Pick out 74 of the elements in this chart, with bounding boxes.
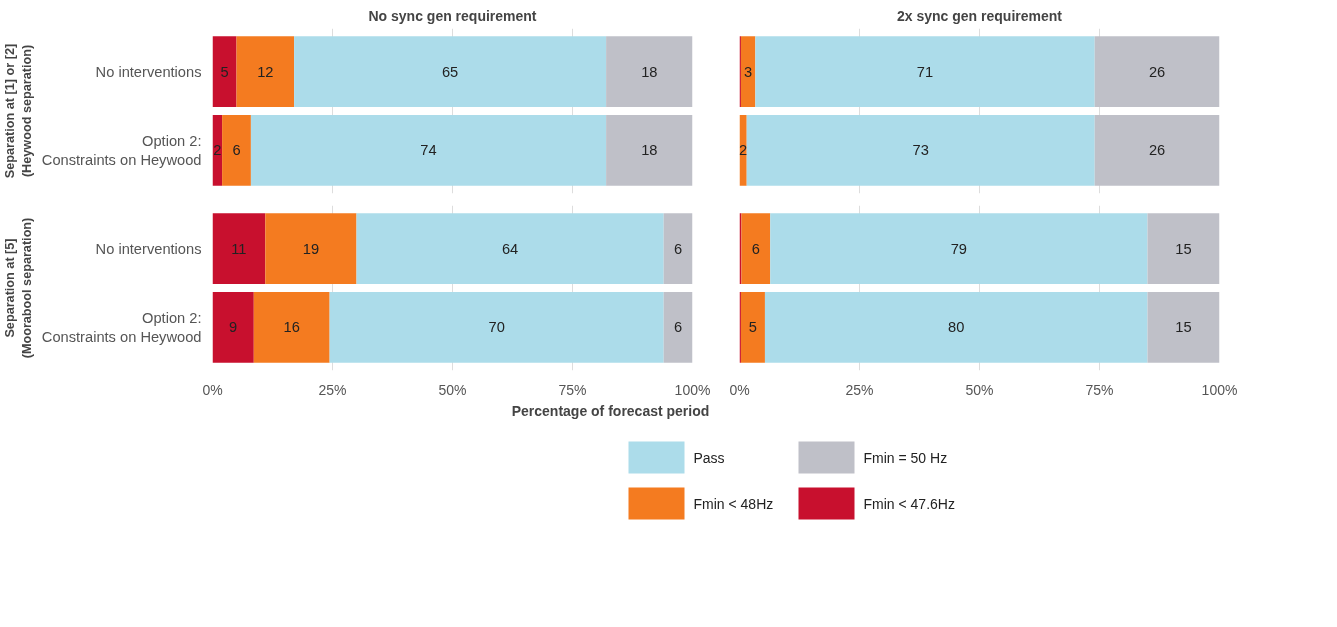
bar: [250, 114, 607, 186]
y-tick-label: No interventions: [95, 63, 202, 80]
data-label: 26: [1148, 63, 1166, 80]
bar: [1147, 291, 1220, 363]
bar: [663, 213, 693, 285]
x-tick-label: 75%: [1085, 381, 1114, 398]
bar: [741, 213, 771, 285]
bar: [1094, 36, 1220, 108]
data-label: 70: [488, 319, 505, 336]
bar: [663, 291, 693, 363]
x-tick-label: 50%: [965, 381, 994, 398]
data-label: 65: [441, 63, 459, 80]
bar: [606, 114, 693, 186]
x-tick-label: 0%: [729, 381, 750, 398]
data-label: 18: [641, 63, 658, 80]
data-label: 11: [231, 240, 247, 257]
bar: [294, 36, 607, 108]
x-tick-label: 100%: [1201, 381, 1238, 398]
data-label: 18: [641, 142, 658, 159]
bar: [253, 291, 330, 363]
bar: [265, 213, 357, 285]
data-label: 64: [501, 240, 519, 257]
x-tick-label: 100%: [674, 381, 711, 398]
data-label: 5: [748, 319, 758, 336]
y-axis-title: Separation at [1] or [2] (Heywood separation): [3, 43, 34, 179]
data-label: 19: [302, 240, 320, 257]
x-tick-label: 25%: [318, 381, 347, 398]
data-label: 15: [1175, 240, 1192, 257]
y-axis-title: Separation at [5] (Moorabool separation): [3, 217, 34, 359]
data-label: 16: [283, 319, 300, 336]
chart-title: 2x sync gen requirement: [897, 7, 1063, 24]
bar: [746, 114, 1095, 186]
data-label: 6: [674, 240, 683, 257]
bar: [329, 291, 664, 363]
x-axis-title: Percentage of forecast period: [511, 402, 710, 419]
data-label: 73: [912, 142, 929, 159]
data-label: 12: [257, 63, 274, 80]
data-label: 6: [674, 319, 683, 336]
legend-label: Fmin = 50 Hz: [863, 449, 948, 466]
data-label: 26: [1148, 142, 1166, 159]
data-label: 79: [950, 240, 968, 257]
data-label: 6: [232, 142, 241, 159]
data-label: 71: [916, 63, 934, 80]
data-label: 3: [744, 63, 753, 80]
data-label: 2: [213, 142, 222, 159]
data-label: 15: [1175, 319, 1192, 336]
x-tick-label: 25%: [845, 381, 874, 398]
x-tick-label: 75%: [558, 381, 587, 398]
data-label: 80: [948, 319, 965, 336]
y-tick-label: No interventions: [95, 240, 202, 257]
bar: [212, 36, 237, 108]
legend-label: Fmin < 48Hz: [693, 495, 774, 512]
x-tick-label: 0%: [202, 381, 223, 398]
data-label: 9: [229, 319, 238, 336]
legend-label: Fmin < 47.6Hz: [863, 495, 955, 512]
data-label: 5: [220, 63, 229, 80]
data-label: 6: [751, 240, 760, 257]
bar: [740, 291, 765, 363]
bar: [1147, 213, 1220, 285]
bar: [606, 36, 693, 108]
bar: [212, 291, 254, 363]
bar: [1094, 114, 1220, 186]
bar: [740, 36, 756, 108]
x-tick-label: 50%: [438, 381, 467, 398]
bar: [222, 114, 251, 186]
y-tick-label: Option 2: Constraints on Heywood: [41, 309, 202, 345]
bar: [236, 36, 295, 108]
bar: [755, 36, 1095, 108]
bar: [356, 213, 664, 285]
legend-label: Pass: [693, 449, 725, 466]
data-label: 74: [420, 142, 437, 159]
y-tick-label: Option 2: Constraints on Heywood: [41, 132, 202, 168]
chart-title: No sync gen requirement: [368, 7, 537, 24]
bar: [212, 213, 266, 285]
